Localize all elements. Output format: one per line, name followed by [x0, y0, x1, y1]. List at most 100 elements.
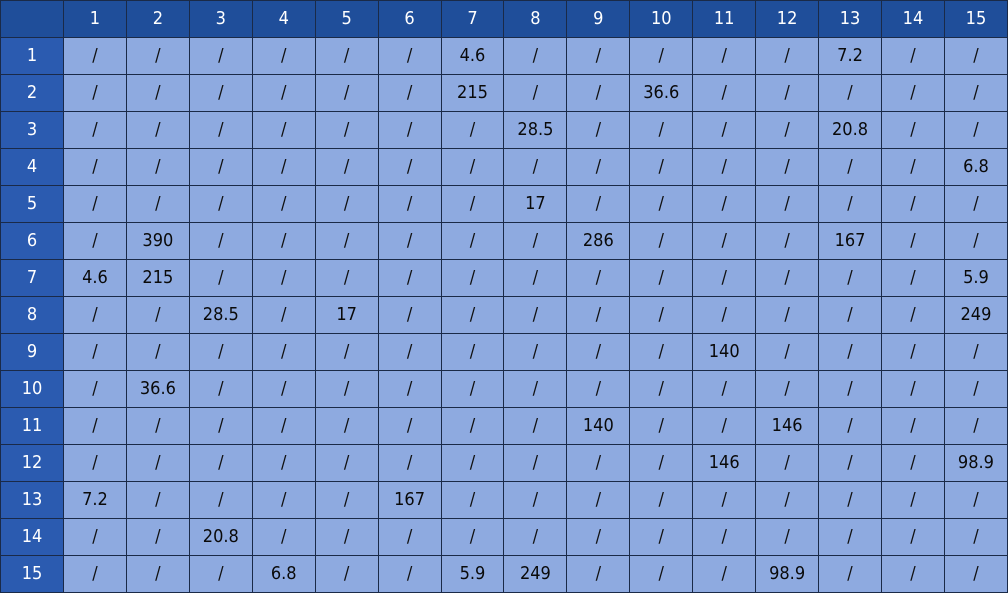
table-cell: /	[251, 222, 316, 260]
column-header: 13	[818, 0, 882, 38]
table-cell: /	[125, 296, 190, 334]
table-cell: /	[943, 333, 1008, 371]
column-header: 15	[943, 0, 1008, 38]
table-cell: /	[188, 481, 253, 519]
table-cell: /	[818, 555, 882, 593]
table-cell: 215	[440, 74, 505, 112]
table-cell: /	[125, 111, 190, 149]
table-cell: /	[314, 148, 379, 186]
table-cell: /	[503, 37, 568, 75]
row-header: 13	[0, 481, 64, 519]
table-cell: /	[251, 333, 316, 371]
table-cell: /	[440, 222, 505, 260]
table-cell: /	[943, 370, 1008, 408]
table-cell: /	[377, 444, 442, 482]
table-cell: /	[818, 148, 882, 186]
table-cell: 140	[692, 333, 757, 371]
table-cell: 167	[818, 222, 882, 260]
table-cell: /	[63, 555, 127, 593]
table-cell: /	[377, 111, 442, 149]
table-cell: /	[440, 333, 505, 371]
table-cell: /	[880, 518, 945, 556]
table-cell: /	[692, 481, 757, 519]
table-cell: /	[63, 296, 127, 334]
table-cell: /	[188, 333, 253, 371]
table-cell: /	[755, 481, 820, 519]
table-cell: /	[755, 185, 820, 223]
table-cell: /	[440, 370, 505, 408]
table-cell: /	[63, 185, 127, 223]
table-cell: /	[125, 518, 190, 556]
table-cell: /	[503, 148, 568, 186]
table-cell: /	[314, 370, 379, 408]
table-cell: /	[314, 333, 379, 371]
table-cell: 36.6	[629, 74, 694, 112]
column-header: 10	[629, 0, 694, 38]
table-cell: /	[880, 222, 945, 260]
table-cell: /	[880, 111, 945, 149]
table-cell: /	[188, 259, 253, 297]
table-cell: /	[440, 296, 505, 334]
table-cell: 98.9	[943, 444, 1008, 482]
table-cell: /	[440, 444, 505, 482]
row-header: 9	[0, 333, 64, 371]
table-cell: /	[314, 185, 379, 223]
table-cell: /	[440, 407, 505, 445]
table-cell: /	[440, 148, 505, 186]
table-cell: /	[818, 407, 882, 445]
table-cell: /	[692, 555, 757, 593]
table-cell: /	[63, 518, 127, 556]
table-row: 6/390// / / //286///167//	[0, 222, 1008, 260]
table-cell: /	[377, 37, 442, 75]
table-cell: /	[377, 259, 442, 297]
row-header: 5	[0, 185, 64, 223]
table-cell: /	[943, 37, 1008, 75]
table-cell: /	[314, 74, 379, 112]
column-header-row: 1 2 3 4 5 6 7 8 9 10 11 12 13 14 15	[0, 0, 1008, 38]
table-cell: /	[629, 370, 694, 408]
table-cell: /	[629, 444, 694, 482]
table-cell: /	[188, 148, 253, 186]
table-cell: 28.5	[503, 111, 568, 149]
column-header: 12	[755, 0, 820, 38]
table-cell: /	[63, 37, 127, 75]
table-cell: /	[63, 148, 127, 186]
table-cell: /	[566, 74, 631, 112]
table-cell: /	[880, 407, 945, 445]
table-cell: /	[63, 407, 127, 445]
table-cell: /	[251, 111, 316, 149]
table-cell: /	[755, 296, 820, 334]
table-cell: /	[440, 518, 505, 556]
table-cell: /	[314, 444, 379, 482]
table-cell: 286	[566, 222, 631, 260]
table-cell: /	[63, 74, 127, 112]
table-cell: /	[188, 185, 253, 223]
table-cell: /	[629, 518, 694, 556]
table-cell: /	[818, 444, 882, 482]
table-cell: /	[314, 111, 379, 149]
table-cell: /	[755, 74, 820, 112]
table-cell: /	[188, 407, 253, 445]
table-cell: /	[566, 148, 631, 186]
table-row: 5// / / / //17// / / / / /	[0, 185, 1008, 223]
table-cell: /	[314, 259, 379, 297]
table-cell: /	[880, 185, 945, 223]
row-header: 6	[0, 222, 64, 260]
table-row: 11// / / / / //140//146// /	[0, 407, 1008, 445]
table-cell: /	[440, 111, 505, 149]
table-cell: /	[880, 555, 945, 593]
row-header: 4	[0, 148, 64, 186]
table-cell: /	[943, 185, 1008, 223]
table-cell: /	[880, 259, 945, 297]
table-cell: /	[692, 222, 757, 260]
table-cell: /	[125, 74, 190, 112]
table-cell: /	[943, 74, 1008, 112]
table-cell: 249	[943, 296, 1008, 334]
table-cell: 36.6	[125, 370, 190, 408]
table-cell: /	[629, 37, 694, 75]
table-cell: /	[503, 518, 568, 556]
table-row: 12// / / / / / / //146///98.9	[0, 444, 1008, 482]
table-cell: 17	[314, 296, 379, 334]
table-row: 7 4.6 215// / / / / / / / / //5.9	[0, 259, 1008, 297]
table-cell: /	[314, 407, 379, 445]
